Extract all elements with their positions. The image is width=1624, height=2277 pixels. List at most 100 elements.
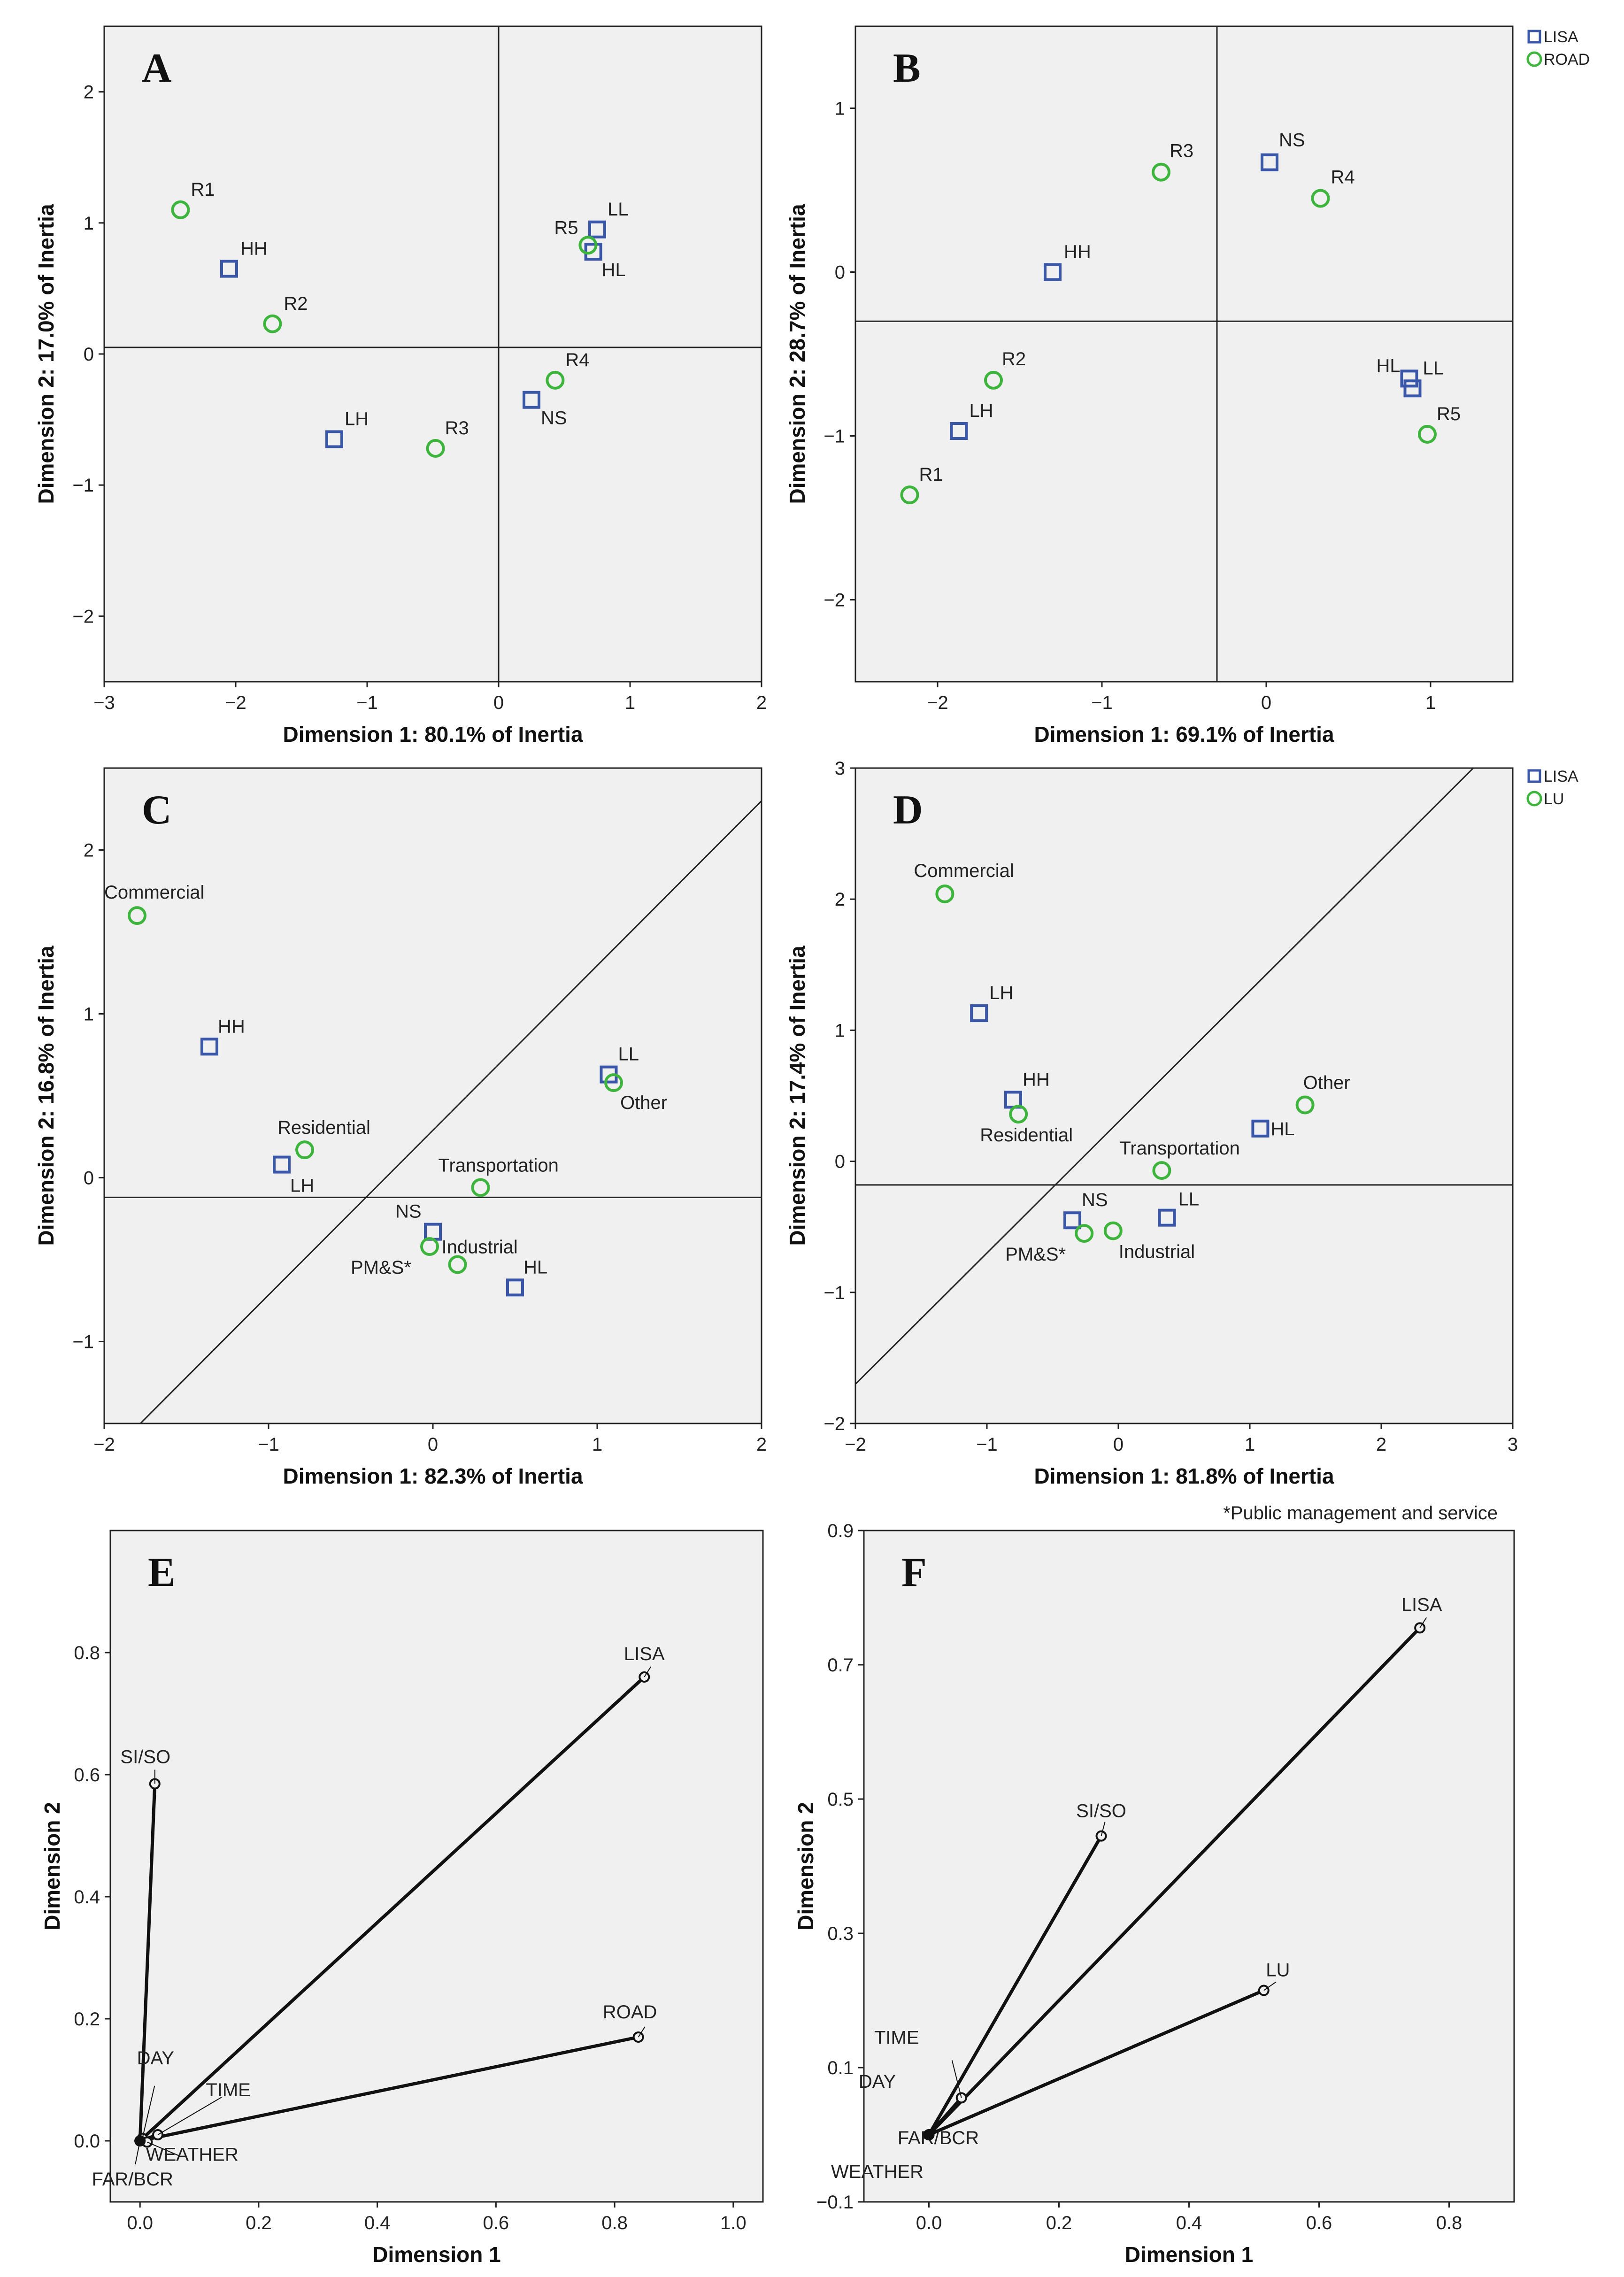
x-tick-label: −3: [93, 692, 115, 713]
point-lu-industrial: [448, 1255, 467, 1274]
x-tick-label: 0.4: [1176, 2213, 1202, 2233]
point-lu-residential: [1009, 1105, 1028, 1124]
x-tick-label: 0.6: [483, 2213, 509, 2233]
point-lisa-ll: [588, 220, 606, 238]
point-lisa-hh: [200, 1038, 218, 1056]
point-label: HH: [240, 238, 268, 259]
vector-label: DAY: [137, 2048, 174, 2069]
panel-f: 0.0 0.2 0.4 0.6 0.8 −0.1 0.1 0.3 0.5 0.7 0.9 Dimens…: [793, 1521, 1515, 2267]
point-label: Commercial: [914, 861, 1014, 881]
legend-road-label: ROAD: [1544, 51, 1590, 69]
point-road-r5: [1418, 425, 1437, 444]
vector-origin: [134, 2135, 146, 2146]
y-tick-label: 1: [84, 1004, 94, 1025]
x-tick-label: −1: [1091, 692, 1113, 713]
point-label: HL: [1270, 1119, 1294, 1139]
y-tick-label: 1: [835, 99, 845, 119]
x-tick-label: −2: [225, 692, 246, 713]
y-tick-label: −2: [824, 590, 845, 611]
y-tick-label: 3: [835, 758, 845, 779]
vector-label: WEATHER: [831, 2162, 924, 2182]
x-tick-label: 2: [756, 692, 767, 713]
label-leader: [157, 2097, 222, 2135]
point-label: HL: [602, 260, 626, 280]
y-tick-label: 0: [84, 1168, 94, 1189]
x-tick-label: −2: [845, 1434, 866, 1455]
x-tick-label: 1: [1425, 692, 1436, 713]
point-label: Other: [1303, 1073, 1350, 1093]
y-tick-label: 0.2: [74, 2009, 100, 2030]
x-tick-label: −2: [927, 692, 948, 713]
point-label: R4: [1331, 167, 1355, 187]
point-lisa-lh: [325, 430, 343, 448]
point-label: PM&S*: [1005, 1244, 1066, 1265]
point-lisa-lh: [950, 422, 968, 440]
point-label: LL: [608, 199, 629, 220]
x-axis-label: Dimension 1: 80.1% of Inertia: [283, 722, 583, 746]
point-label: Industrial: [442, 1237, 518, 1257]
point-lu-pms: [1075, 1224, 1094, 1243]
y-tick-label: 1: [84, 213, 94, 234]
point-lu-commercial: [128, 906, 146, 925]
point-label: HH: [1064, 242, 1091, 262]
vector-time: [927, 2096, 963, 2137]
point-label: R1: [919, 464, 943, 485]
panel-e: 0.0 0.2 0.4 0.6 0.8 1.0 0.0 0.2 0.4 0.6 0.8 Dimensi…: [40, 1530, 764, 2267]
point-label: NS: [395, 1201, 422, 1222]
label-leader: [1101, 1822, 1106, 1836]
legend-lisa-marker-2: [1527, 769, 1541, 783]
point-label: PM&S*: [351, 1257, 411, 1278]
point-road-r1: [900, 485, 919, 505]
y-tick-label: 0: [84, 344, 94, 365]
point-road-r2: [263, 314, 282, 333]
x-tick-label: 0: [493, 692, 504, 713]
label-leader: [142, 2085, 155, 2139]
point-label: Other: [620, 1092, 667, 1113]
x-tick-label: 0: [1113, 1434, 1124, 1455]
point-label: R5: [554, 217, 578, 238]
panel-b: −2 −1 0 1 −2 −1 0 1 Dimension 1: 69.1% of Inerti…: [785, 25, 1514, 746]
panel-letter: F: [901, 1550, 927, 1595]
y-axis-label: Dimension 2: [40, 1802, 64, 1931]
vector-label: SI/SO: [120, 1747, 170, 1768]
point-road-r4: [546, 370, 565, 390]
point-lisa-hl: [506, 1278, 524, 1297]
label-leader: [1419, 1617, 1427, 1628]
legend-road: LISA ROAD: [1526, 28, 1590, 69]
point-lu-residential: [295, 1140, 314, 1160]
point-lu-other: [604, 1073, 623, 1092]
x-axis-label: Dimension 1: 81.8% of Inertia: [1034, 1464, 1334, 1488]
x-axis-label: Dimension 1: [1125, 2242, 1254, 2267]
x-tick-label: 2: [1376, 1434, 1386, 1455]
y-tick-label: 0.0: [74, 2131, 100, 2152]
y-axis-label: Dimension 2: 17.4% of Inertia: [785, 946, 809, 1246]
y-tick-label: −1: [72, 475, 94, 496]
point-label: LL: [1178, 1189, 1200, 1210]
vector-label: SI/SO: [1076, 1801, 1126, 1822]
point-label: Industrial: [1119, 1242, 1195, 1262]
point-lisa-ns: [1261, 153, 1278, 171]
point-lu-transportation: [1152, 1161, 1171, 1180]
point-lisa-ns: [1063, 1211, 1081, 1230]
y-tick-label: −0.1: [816, 2192, 854, 2213]
y-tick-label: 0: [835, 262, 845, 283]
point-label: LH: [989, 983, 1013, 1003]
x-tick-label: −2: [93, 1434, 115, 1455]
x-tick-label: 0.6: [1306, 2213, 1332, 2233]
x-tick-label: 0: [1261, 692, 1271, 713]
footnote: *Public management and service: [1223, 1503, 1498, 1523]
point-label: Residential: [277, 1117, 370, 1138]
x-tick-label: 2: [756, 1434, 767, 1455]
y-tick-label: −1: [72, 1332, 94, 1353]
vector-label: FAR/BCR: [898, 2128, 979, 2148]
x-tick-label: 1: [592, 1434, 602, 1455]
point-label: R4: [565, 350, 589, 370]
x-tick-label: 1: [625, 692, 635, 713]
y-tick-label: 0.1: [827, 2058, 854, 2078]
label-leader: [638, 2026, 646, 2038]
y-tick-label: −1: [824, 426, 845, 447]
y-tick-label: 2: [84, 840, 94, 861]
point-lu-commercial: [935, 885, 954, 904]
plot-area: [854, 25, 1514, 683]
